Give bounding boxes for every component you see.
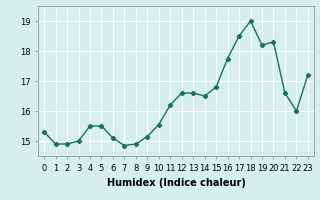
X-axis label: Humidex (Indice chaleur): Humidex (Indice chaleur) <box>107 178 245 188</box>
